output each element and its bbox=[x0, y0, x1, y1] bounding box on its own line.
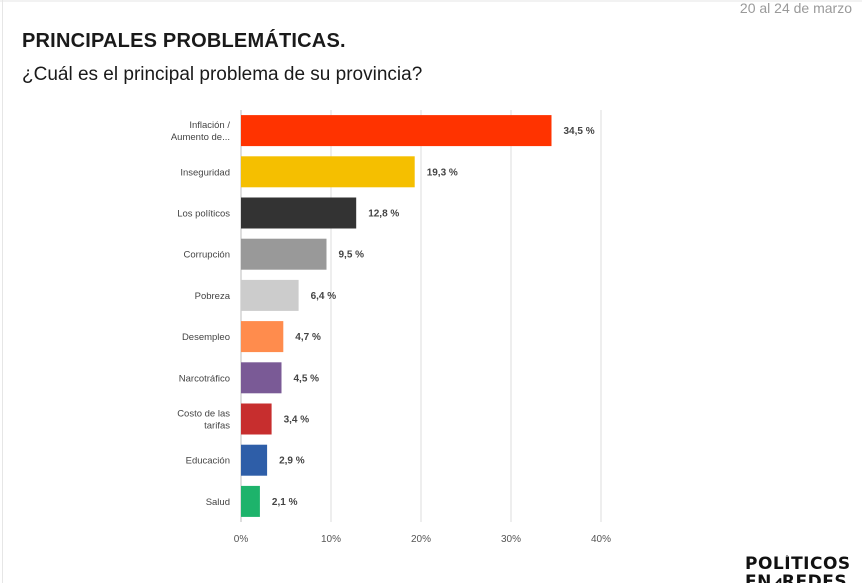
page-subtitle: ¿Cuál es el principal problema de su pro… bbox=[22, 64, 423, 85]
category-label: Inflación / Aumento de... bbox=[171, 120, 231, 143]
x-tick-label: 20% bbox=[411, 534, 431, 545]
left-border bbox=[2, 0, 3, 583]
category-label: Costo de las tarifas bbox=[177, 409, 230, 432]
bar bbox=[241, 444, 268, 476]
date-range: 20 al 24 de marzo bbox=[739, 0, 852, 16]
logo-line-2: EN⩘REDES bbox=[745, 572, 848, 583]
value-label: 4,5 % bbox=[294, 373, 320, 384]
x-tick-label: 40% bbox=[591, 534, 611, 545]
bar bbox=[241, 238, 327, 270]
category-label: Corrupción bbox=[184, 250, 230, 261]
page-title: PRINCIPALES PROBLEMÁTICAS. bbox=[22, 30, 346, 52]
value-label: 3,4 % bbox=[284, 415, 310, 426]
bar bbox=[241, 197, 357, 229]
x-tick-label: 0% bbox=[234, 534, 249, 545]
bar bbox=[241, 115, 552, 147]
logo-line-1: POLÍTICOS bbox=[745, 555, 851, 574]
value-label: 12,8 % bbox=[368, 209, 399, 220]
bar bbox=[241, 321, 284, 353]
category-label: Desempleo bbox=[182, 332, 230, 343]
top-border bbox=[0, 0, 862, 2]
value-label: 2,1 % bbox=[272, 497, 298, 508]
bar bbox=[241, 279, 299, 311]
category-label: Pobreza bbox=[195, 291, 231, 302]
value-label: 9,5 % bbox=[339, 250, 365, 261]
value-label: 19,3 % bbox=[427, 167, 458, 178]
bar bbox=[241, 156, 415, 188]
category-label: Educación bbox=[186, 456, 230, 467]
category-label: Salud bbox=[206, 497, 230, 508]
value-label: 4,7 % bbox=[295, 332, 321, 343]
value-label: 2,9 % bbox=[279, 456, 305, 467]
category-label: Inseguridad bbox=[180, 167, 230, 178]
bar bbox=[241, 403, 272, 435]
bar bbox=[241, 362, 282, 394]
x-tick-label: 10% bbox=[321, 534, 341, 545]
category-label: Narcotráfico bbox=[179, 373, 230, 384]
value-label: 6,4 % bbox=[311, 291, 337, 302]
bar bbox=[241, 485, 260, 517]
value-label: 34,5 % bbox=[564, 126, 595, 137]
x-tick-label: 30% bbox=[501, 534, 521, 545]
category-label: Los políticos bbox=[177, 209, 230, 220]
brand-logo: POLÍTICOS EN⩘REDES bbox=[745, 555, 862, 583]
